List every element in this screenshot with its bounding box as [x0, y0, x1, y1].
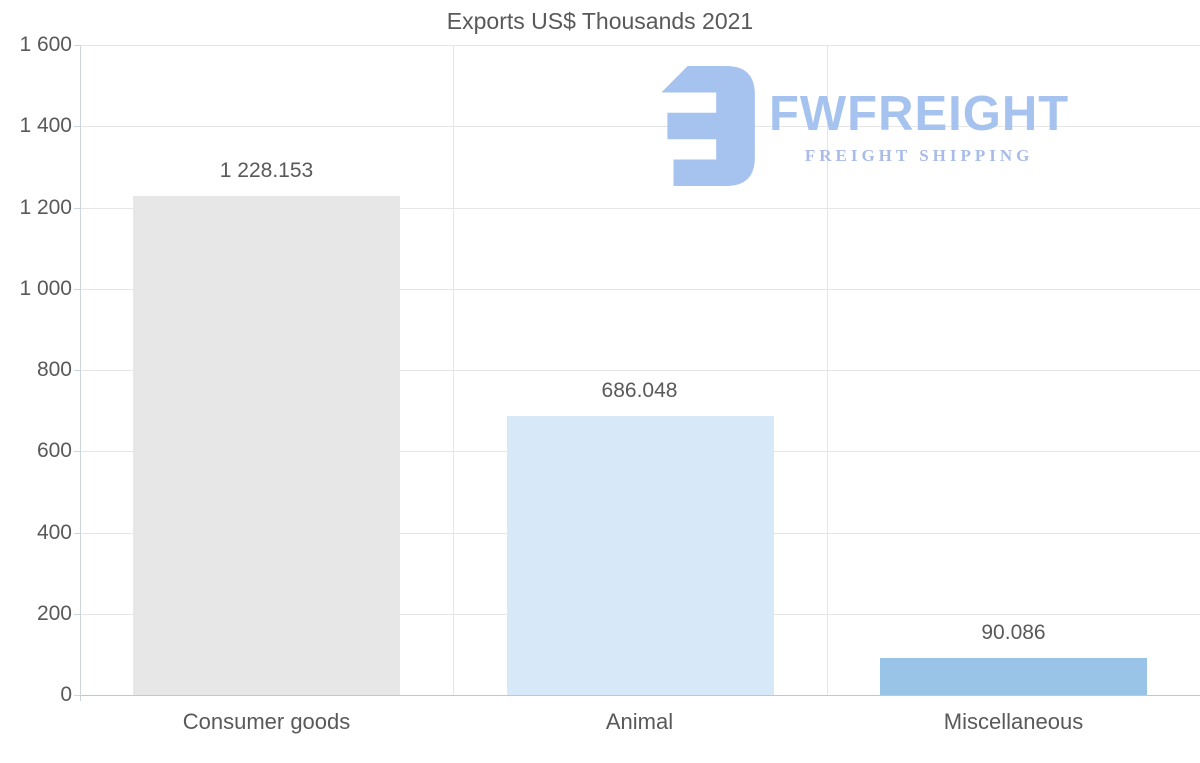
y-axis-tick-0: [74, 695, 80, 696]
gridline-y-1200: [80, 208, 1200, 209]
y-axis-tick-400: [74, 533, 80, 534]
gridline-y-800: [80, 370, 1200, 371]
y-axis-line: [80, 45, 81, 701]
gridline-y-0: [80, 695, 1200, 696]
y-axis-tick-1400: [74, 126, 80, 127]
y-axis-label-800: 800: [36, 358, 72, 381]
bar-animal[interactable]: [507, 416, 774, 695]
gridline-y-1600: [80, 45, 1200, 46]
fwfreight-logo: FWFREIGHT FREIGHT SHIPPING: [653, 66, 1069, 186]
y-axis-tick-1200: [74, 208, 80, 209]
fwfreight-logo-icon: [661, 66, 755, 186]
y-axis-label-1600: 1 600: [19, 33, 72, 56]
logo-tagline: FREIGHT SHIPPING: [804, 146, 1034, 165]
y-axis-tick-1000: [74, 289, 80, 290]
logo-text-block: FWFREIGHT FREIGHT SHIPPING: [769, 66, 1069, 166]
y-axis-tick-1600: [74, 45, 80, 46]
gridline-y-1400: [80, 126, 1200, 127]
chart-title: Exports US$ Thousands 2021: [446, 8, 754, 34]
value-label-animal: 686.048: [601, 379, 678, 402]
category-label-miscellaneous: Miscellaneous: [943, 709, 1084, 734]
y-axis-tick-200: [74, 614, 80, 615]
gridline-x-2: [827, 45, 828, 695]
logo-name: FWFREIGHT: [769, 87, 1070, 141]
y-axis-label-1400: 1 400: [19, 114, 72, 137]
value-label-miscellaneous: 90.086: [981, 621, 1046, 644]
y-axis-label-400: 400: [36, 521, 72, 544]
y-axis-label-200: 200: [36, 602, 72, 625]
category-label-consumer-goods: Consumer goods: [182, 709, 351, 734]
y-axis-label-600: 600: [36, 439, 72, 462]
bar-consumer-goods[interactable]: [133, 196, 400, 695]
y-axis-tick-800: [74, 370, 80, 371]
y-axis-label-1000: 1 000: [19, 277, 72, 300]
gridline-y-1000: [80, 289, 1200, 290]
value-label-consumer-goods: 1 228.153: [219, 159, 314, 182]
y-axis-label-0: 0: [60, 683, 72, 706]
bar-miscellaneous[interactable]: [880, 658, 1147, 695]
y-axis-label-1200: 1 200: [19, 196, 72, 219]
category-label-animal: Animal: [605, 709, 674, 734]
y-axis-tick-600: [74, 451, 80, 452]
gridline-x-1: [453, 45, 454, 695]
